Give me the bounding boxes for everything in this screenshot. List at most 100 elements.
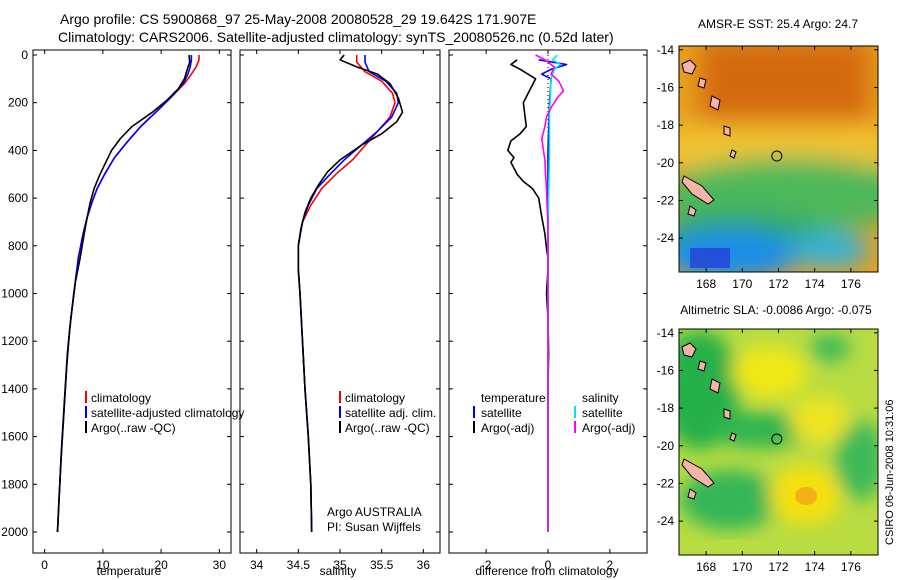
x-tick-label: 35.5 [370, 558, 394, 572]
map-y-tick-label: -22 [657, 193, 675, 207]
y-tick-label: 1000 [1, 287, 28, 301]
salinity-legend: climatology satellite adj. clim. Argo(..… [339, 391, 436, 435]
sla-yellow-mid [790, 396, 850, 444]
legend-climatology-label: climatology [345, 391, 405, 405]
temperature-axes [32, 49, 232, 554]
x-tick-label: 0 [545, 558, 552, 572]
new-caledonia [681, 458, 715, 500]
sst-warm-core [700, 46, 870, 120]
figure-title-line1: Argo profile: CS 5900868_97 25-May-2008 … [60, 11, 536, 27]
series-group [297, 54, 404, 533]
salinity-xlabel: salinity [320, 564, 357, 578]
map-y-tick-label: -18 [657, 401, 675, 415]
map-y-tick-label: -20 [657, 156, 675, 170]
sst-map-title: AMSR-E SST: 25.4 Argo: 24.7 [698, 17, 858, 31]
x-tick-label: 2 [607, 558, 614, 572]
legend-satellite-label: satellite adj. clim. [345, 406, 436, 420]
temperature-legend: climatology satellite-adjusted climatolo… [85, 391, 244, 435]
sla-orange-spot [795, 487, 817, 505]
argo-float-marker [771, 150, 783, 162]
y-tick-label: 2000 [1, 525, 28, 539]
y-tick-label: 1200 [1, 334, 28, 348]
legend-climatology-label: climatology [91, 391, 151, 405]
csiro-timestamp: CSIRO 06-Jun-2008 10:31:06 [884, 399, 896, 545]
y-tick-label: 0 [21, 48, 28, 62]
x-tick-label: 0 [41, 558, 48, 572]
legend-salinity-heading: salinity [582, 391, 619, 405]
map-y-tick-label: -22 [657, 476, 675, 490]
map-y-tick-label: -14 [657, 43, 675, 57]
map-x-tick-label: 170 [732, 277, 752, 291]
map-x-tick-label: 172 [768, 560, 788, 574]
map-y-tick-label: -14 [657, 326, 675, 340]
map-y-tick-label: -24 [657, 231, 675, 245]
legend-temp-satellite-label: satellite [481, 406, 522, 420]
temperature-xlabel: temperature [97, 564, 162, 578]
legend-argo-label: Argo(..raw -QC) [345, 421, 430, 435]
sla-map [679, 329, 878, 555]
sla-map-title: Altimetric SLA: -0.0086 Argo: -0.075 [680, 303, 872, 317]
y-tick-label: 400 [8, 143, 28, 157]
legend-temp-argo-label: Argo(-adj) [481, 421, 534, 435]
x-tick-label: 10 [96, 558, 110, 572]
temperature-chart: 0 10 20 30 0 200 400 600 800 1000 1200 1400 1600 1800… [1, 48, 231, 572]
sla-green-east [835, 420, 878, 500]
legend-sal-argo-label: Argo(-adj) [582, 421, 635, 435]
legend-satellite-label: satellite-adjusted climatology [91, 406, 244, 420]
sst-deep-blue [690, 248, 730, 268]
series-group [56, 54, 200, 533]
figure-title-line2: Climatology: CARS2006. Satellite-adjuste… [58, 29, 614, 45]
vanuatu-islands [681, 59, 737, 159]
series-group [506, 54, 568, 532]
y-tick-label: 800 [8, 239, 28, 253]
sla-yellow-north [732, 346, 808, 398]
map-x-tick-label: 170 [732, 560, 752, 574]
map-y-tick-label: -18 [657, 118, 675, 132]
map-x-tick-label: 168 [696, 277, 716, 291]
sst-cool-east [790, 232, 870, 268]
difference-legend: temperature satellite Argo(-adj) salinit… [473, 391, 635, 435]
difference-xlabel: difference from climatology [475, 564, 618, 578]
salinity-axes [239, 49, 441, 554]
map-y-tick-label: -20 [657, 439, 675, 453]
legend-temperature-heading: temperature [481, 391, 546, 405]
y-tick-label: 1400 [1, 382, 28, 396]
map-x-tick-label: 168 [696, 560, 716, 574]
salinity-chart: 34 34.5 35 35.5 36 [240, 50, 440, 572]
argo-float-marker [771, 433, 783, 445]
map-x-tick-label: 176 [841, 277, 861, 291]
x-tick-label: 35 [333, 558, 347, 572]
sla-green-ne [810, 334, 850, 362]
map-y-tick-label: -16 [657, 363, 675, 377]
map-y-tick-label: -24 [657, 514, 675, 528]
sla-map-axes: 168 170 172 174 176 -14 -16 -18 -20 -22 -24 [657, 326, 878, 574]
series-line-salinity-argo-adj- [535, 54, 565, 532]
new-caledonia [681, 175, 715, 217]
x-tick-label: 30 [213, 558, 227, 572]
map-x-tick-label: 174 [805, 277, 825, 291]
series-line-argo [297, 54, 404, 533]
vanuatu-islands [681, 342, 737, 442]
y-tick-label: 1600 [1, 430, 28, 444]
x-tick-label: 20 [154, 558, 168, 572]
salinity-annotation-line2: PI: Susan Wijffels [327, 520, 421, 534]
salinity-annotation-line1: Argo AUSTRALIA [327, 505, 422, 519]
difference-chart: -2 0 2 [449, 50, 647, 572]
x-tick-label: 34.5 [287, 558, 311, 572]
map-x-tick-label: 172 [768, 277, 788, 291]
x-tick-label: -2 [481, 558, 492, 572]
y-tick-label: 600 [8, 191, 28, 205]
y-tick-label: 1800 [1, 477, 28, 491]
map-x-tick-label: 176 [841, 560, 861, 574]
legend-sal-satellite-label: satellite [582, 406, 623, 420]
sst-map [679, 46, 878, 272]
x-tick-label: 36 [417, 558, 431, 572]
series-line-argo [56, 54, 191, 533]
sst-map-axes: 168 170 172 174 176 -14 -16 -18 -20 -22 -24 [657, 43, 878, 291]
y-tick-label: 200 [8, 96, 28, 110]
map-y-tick-label: -16 [657, 80, 675, 94]
map-x-tick-label: 174 [805, 560, 825, 574]
x-tick-label: 34 [250, 558, 264, 572]
legend-argo-label: Argo(..raw -QC) [91, 421, 176, 435]
